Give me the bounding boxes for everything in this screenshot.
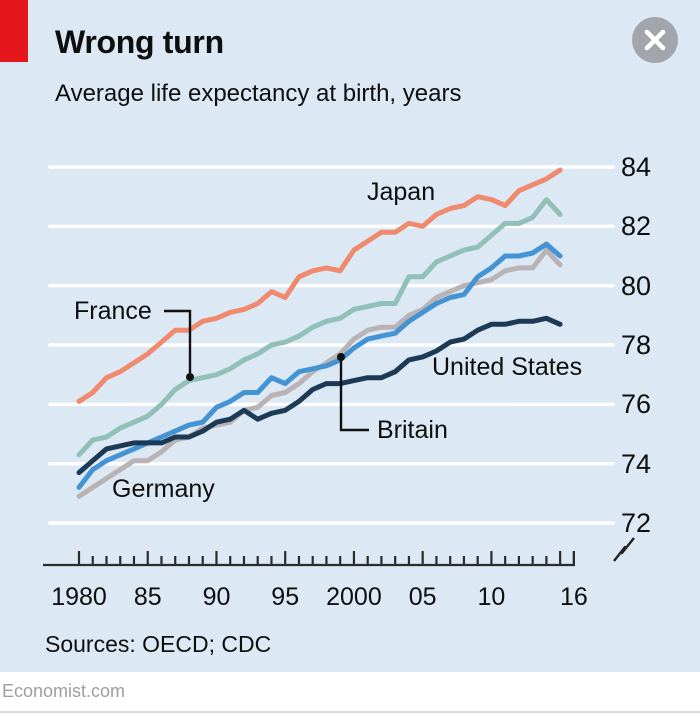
x-axis-label: 2000 <box>326 583 382 611</box>
series-label-japan: Japan <box>367 178 436 206</box>
economist-red-tab <box>0 0 28 62</box>
close-icon <box>644 29 666 51</box>
series-label-france: France <box>74 297 152 325</box>
series-label-britain: Britain <box>377 416 448 444</box>
site-link[interactable]: Economist.com <box>2 681 126 701</box>
site-footer: Economist.com <box>0 672 700 716</box>
line-britain <box>76 241 563 490</box>
y-axis-label: 76 <box>621 389 652 420</box>
x-axis-label: 85 <box>133 583 162 611</box>
chart-title: Wrong turn <box>55 24 224 60</box>
x-axis-label: 90 <box>202 583 231 611</box>
line-france <box>76 197 563 458</box>
x-axis-label: 1980 <box>51 583 107 611</box>
x-axis-label: 95 <box>271 583 300 611</box>
series-lines <box>76 167 563 499</box>
series-label-united-states: United States <box>432 353 583 381</box>
y-axis-label: 74 <box>621 448 652 479</box>
close-button[interactable] <box>632 17 678 63</box>
chart-card: Wrong turn Average life expectancy at bi… <box>0 0 700 672</box>
x-axis-label: 10 <box>477 583 506 611</box>
y-axis-label: 72 <box>621 508 652 539</box>
gridlines <box>48 165 615 525</box>
x-axis-label: 05 <box>408 583 437 611</box>
y-axis-label: 82 <box>621 211 652 242</box>
axis-break-icon <box>613 537 635 562</box>
line-chart <box>43 165 635 567</box>
y-axis-label: 84 <box>621 152 652 182</box>
line-united-states <box>76 315 563 476</box>
line-japan <box>76 167 563 404</box>
y-axis-label: 78 <box>621 330 652 361</box>
series-label-germany: Germany <box>112 475 215 503</box>
y-axis-label: 80 <box>621 270 652 301</box>
x-axis <box>43 551 575 567</box>
sources-note: Sources: OECD; CDC <box>45 631 272 657</box>
bottom-divider <box>0 711 700 713</box>
britain-pointer <box>337 353 369 432</box>
france-pointer <box>164 309 194 381</box>
chart-subtitle: Average life expectancy at birth, years <box>55 80 462 107</box>
x-axis-label: 16 <box>559 583 588 611</box>
